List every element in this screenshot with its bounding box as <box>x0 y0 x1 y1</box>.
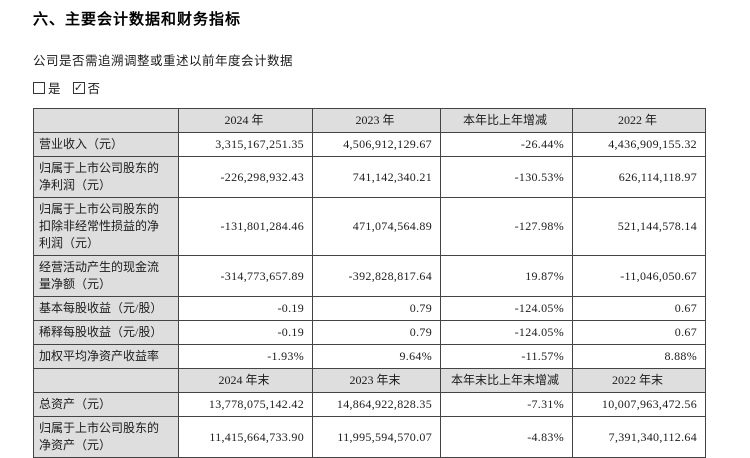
value-cell: -127.98% <box>440 197 573 256</box>
row-label-cell: 经营活动产生的现金流量净额（元） <box>33 255 179 297</box>
value-cell: 0.79 <box>312 296 441 321</box>
table-row: 加权平均净资产收益率 -1.93% 9.64% -11.57% 8.88% <box>33 344 706 369</box>
value-cell: 11,995,594,570.07 <box>312 416 441 458</box>
page-title: 六、主要会计数据和财务指标 <box>33 11 242 28</box>
row-label-cell: 归属于上市公司股东的净资产（元） <box>33 416 179 458</box>
value-cell: 0.67 <box>572 296 706 321</box>
table-row: 归属于上市公司股东的净利润（元） -226,298,932.43 741,142,3… <box>33 156 706 198</box>
value-cell: -124.05% <box>440 320 573 345</box>
table-header-row-year-end: 2024 年末 2023 年末 本年末比上年末增减 2022 年末 <box>33 368 706 393</box>
value-cell: 626,114,118.97 <box>572 156 706 198</box>
header-cell: 2023 年末 <box>312 368 441 393</box>
value-cell: -11.57% <box>440 344 573 369</box>
value-cell: 8.88% <box>572 344 706 369</box>
checkbox-no-checked-icon[interactable]: ✓ <box>72 81 85 94</box>
value-cell: 10,007,963,472.56 <box>572 392 706 417</box>
value-cell: -0.19 <box>178 320 313 345</box>
value-cell: 19.87% <box>440 255 573 297</box>
value-cell: 741,142,340.21 <box>312 156 441 198</box>
value-cell: -131,801,284.46 <box>178 197 313 256</box>
value-cell: 11,415,664,733.90 <box>178 416 313 458</box>
value-cell: -0.19 <box>178 296 313 321</box>
header-cell: 本年比上年增减 <box>440 108 573 133</box>
checkbox-yes-unchecked-icon[interactable] <box>33 81 45 94</box>
header-cell: 2023 年 <box>312 108 441 133</box>
header-cell: 本年末比上年末增减 <box>440 368 573 393</box>
value-cell: 13,778,075,142.42 <box>178 392 313 417</box>
restatement-question: 公司是否需追溯调整或重述以前年度会计数据 <box>33 54 294 68</box>
header-cell: 2024 年 <box>178 108 313 133</box>
value-cell: 3,315,167,251.35 <box>178 132 313 157</box>
option-yes-label: 是 <box>48 82 61 96</box>
row-label-cell: 稀释每股收益（元/股） <box>33 320 179 345</box>
value-cell: 0.67 <box>572 320 706 345</box>
value-cell: -4.83% <box>440 416 573 458</box>
value-cell: 471,074,564.89 <box>312 197 441 256</box>
restatement-options: 是 ✓ 否 <box>33 78 750 97</box>
value-cell: -26.44% <box>440 132 573 157</box>
table-row: 总资产（元） 13,778,075,142.42 14,864,922,828.35… <box>33 392 706 417</box>
option-yes[interactable]: 是 <box>33 78 61 97</box>
header-cell: 2022 年末 <box>572 368 706 393</box>
value-cell: 4,436,909,155.32 <box>572 132 706 157</box>
value-cell: 14,864,922,828.35 <box>312 392 441 417</box>
header-cell: 2022 年 <box>572 108 706 133</box>
table-row: 营业收入（元） 3,315,167,251.35 4,506,912,129.67-… <box>33 132 706 157</box>
row-label-cell: 基本每股收益（元/股） <box>33 296 179 321</box>
option-no-label: 否 <box>87 82 101 96</box>
value-cell: 4,506,912,129.67 <box>312 132 441 157</box>
value-cell: 7,391,340,112.64 <box>572 416 706 458</box>
row-label-cell: 加权平均净资产收益率 <box>33 344 179 369</box>
row-label-cell: 总资产（元） <box>33 392 179 417</box>
row-label-cell: 归属于上市公司股东的净利润（元） <box>33 156 179 198</box>
value-cell: 0.79 <box>312 320 441 345</box>
option-no[interactable]: ✓ 否 <box>72 78 101 97</box>
value-cell: -392,828,817.64 <box>312 255 441 297</box>
value-cell: -7.31% <box>440 392 573 417</box>
value-cell: 9.64% <box>312 344 441 369</box>
row-label-cell: 营业收入（元） <box>33 132 179 157</box>
value-cell: -130.53% <box>440 156 573 198</box>
value-cell: -124.05% <box>440 296 573 321</box>
value-cell: -11,046,050.67 <box>572 255 706 297</box>
table-row: 经营活动产生的现金流量净额（元） -314,773,657.89 -392,828,… <box>33 255 706 297</box>
header-corner-cell <box>33 368 179 393</box>
table-row: 归属于上市公司股东的扣除非经常性损益的净利润（元） -131,801,284.46… <box>33 197 706 256</box>
value-cell: -314,773,657.89 <box>178 255 313 297</box>
value-cell: 521,144,578.14 <box>572 197 706 256</box>
value-cell: -1.93% <box>178 344 313 369</box>
row-label-cell: 归属于上市公司股东的扣除非经常性损益的净利润（元） <box>33 197 179 256</box>
header-corner-cell <box>33 108 179 133</box>
table-row: 归属于上市公司股东的净资产（元） 11,415,664,733.90 11,995,… <box>33 416 706 458</box>
financial-indicators-table: 2024 年 2023 年本年比上年增减 2022 年营业收入（元） 3,315,16… <box>33 108 706 458</box>
table-row: 稀释每股收益（元/股） -0.19 0.79 -124.05% 0.67 <box>33 320 706 345</box>
value-cell: -226,298,932.43 <box>178 156 313 198</box>
table-row: 基本每股收益（元/股） -0.19 0.79 -124.05% 0.67 <box>33 296 706 321</box>
table-header-row-annual: 2024 年 2023 年本年比上年增减 2022 年 <box>33 108 706 133</box>
header-cell: 2024 年末 <box>178 368 313 393</box>
